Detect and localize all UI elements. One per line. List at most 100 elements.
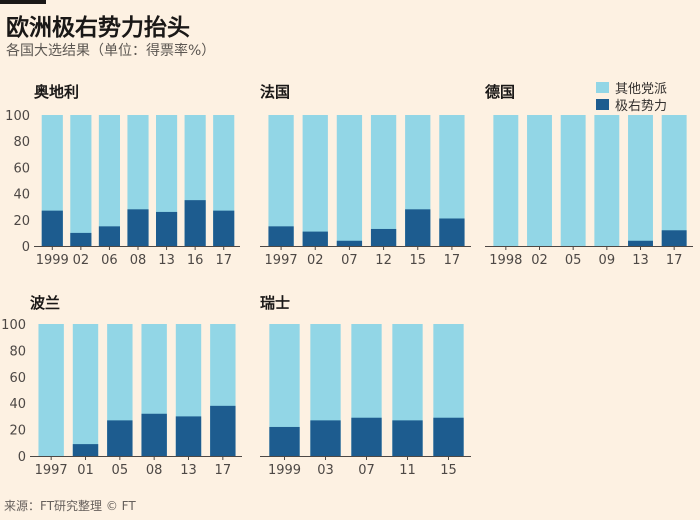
y-tick-label: 60 (9, 371, 26, 386)
bar-other-2 (336, 115, 363, 246)
legend-swatch-other (596, 82, 609, 93)
y-tick-label: 0 (18, 450, 26, 465)
bar-far-right-1 (310, 420, 341, 456)
bar-other-1 (70, 115, 92, 246)
bar-far-right-5 (184, 200, 206, 246)
x-tick-label: 17 (444, 253, 461, 268)
bar-other-4 (628, 115, 653, 246)
x-tick-label: 08 (130, 253, 147, 268)
y-tick-label: 80 (13, 135, 30, 150)
x-tick-label: 05 (112, 463, 129, 478)
page-title: 欧洲极右势力抬头 (6, 15, 190, 41)
legend-item-far-right: 极右势力 (596, 96, 668, 114)
y-tick-label: 20 (13, 214, 30, 229)
bar-far-right-3 (392, 420, 423, 456)
bar-far-right-2 (98, 226, 120, 246)
x-tick-label: 03 (317, 463, 334, 478)
bar-far-right-4 (405, 209, 431, 246)
y-tick-label: 100 (1, 318, 26, 333)
bar-other-3 (594, 115, 620, 246)
y-tick-label: 100 (5, 109, 30, 124)
bar-far-right-1 (302, 231, 328, 246)
x-tick-label: 08 (146, 463, 163, 478)
bar-far-right-0 (268, 226, 294, 246)
x-tick-label: 07 (358, 463, 375, 478)
x-tick-label: 05 (565, 253, 582, 268)
bar-other-5 (661, 115, 687, 246)
panel-4: 瑞士 1999 03 07 11 15 (260, 294, 471, 478)
x-tick-label: 11 (399, 463, 416, 478)
bar-far-right-3 (141, 413, 167, 456)
x-tick-label: 17 (215, 463, 232, 478)
x-tick-label: 13 (180, 463, 197, 478)
header-accent-bar (0, 0, 46, 4)
panel-0: 奥地利 0 20 40 60 80 100 1999 02 06 08 13 16 17 (5, 83, 240, 268)
x-tick-label: 1998 (489, 253, 522, 268)
panel-title: 奥地利 (34, 83, 79, 101)
legend-swatch-far-right (596, 99, 609, 110)
x-tick-label: 1999 (36, 253, 69, 268)
bar-far-right-4 (628, 240, 653, 246)
y-tick-label: 60 (13, 161, 30, 176)
bar-other-0 (38, 324, 64, 456)
y-tick-label: 0 (22, 240, 30, 255)
x-tick-label: 06 (101, 253, 118, 268)
source-note: 来源：FT研究整理 © FT (4, 499, 136, 513)
bar-other-3 (370, 115, 397, 246)
bar-far-right-5 (210, 405, 236, 456)
x-tick-label: 02 (307, 253, 324, 268)
panel-title: 法国 (260, 83, 290, 101)
bar-far-right-2 (336, 240, 363, 246)
bar-far-right-5 (439, 218, 465, 246)
bar-far-right-4 (156, 211, 178, 246)
panel-3: 波兰 0 20 40 60 80 100 1997 01 05 08 13 17 (1, 294, 242, 478)
bar-far-right-4 (175, 416, 202, 456)
x-tick-label: 1999 (268, 463, 301, 478)
panel-title: 德国 (485, 83, 515, 101)
bar-other-2 (560, 115, 586, 246)
bar-other-1 (302, 115, 328, 246)
x-tick-label: 13 (632, 253, 649, 268)
x-tick-label: 01 (77, 463, 94, 478)
y-tick-label: 40 (13, 188, 30, 203)
bar-far-right-4 (433, 417, 464, 456)
x-tick-label: 15 (409, 253, 426, 268)
x-tick-label: 1997 (265, 253, 298, 268)
x-tick-label: 17 (215, 253, 232, 268)
bar-other-0 (493, 115, 519, 246)
bar-far-right-6 (213, 210, 235, 246)
legend-item-other: 其他党派 (596, 79, 668, 97)
panel-1: 法国 1997 02 07 12 15 17 (260, 83, 471, 268)
x-tick-label: 16 (187, 253, 204, 268)
panel-2: 德国 1998 02 05 09 13 17 (485, 83, 693, 268)
bar-far-right-0 (41, 210, 63, 246)
y-tick-label: 80 (9, 344, 26, 359)
bar-far-right-2 (351, 417, 382, 456)
panel-title: 瑞士 (260, 294, 290, 312)
bar-far-right-5 (661, 230, 687, 246)
x-tick-label: 12 (375, 253, 392, 268)
bar-other-1 (72, 324, 99, 456)
bar-far-right-1 (72, 444, 99, 456)
y-tick-label: 40 (9, 397, 26, 412)
bar-far-right-3 (370, 228, 397, 246)
bar-far-right-0 (269, 426, 300, 456)
x-tick-label: 1997 (35, 463, 68, 478)
legend-label-far-right: 极右势力 (615, 99, 668, 114)
legend-label-other: 其他党派 (615, 82, 668, 97)
bar-far-right-2 (107, 420, 133, 456)
legend: 其他党派 极右势力 (596, 79, 668, 114)
x-tick-label: 02 (531, 253, 548, 268)
x-tick-label: 13 (158, 253, 175, 268)
bar-far-right-3 (127, 209, 149, 246)
bar-other-2 (98, 115, 120, 246)
x-tick-label: 17 (666, 253, 683, 268)
x-tick-label: 07 (341, 253, 358, 268)
panel-title: 波兰 (30, 294, 60, 312)
bar-other-0 (268, 115, 294, 246)
x-tick-label: 15 (440, 463, 457, 478)
bar-other-1 (527, 115, 552, 246)
y-tick-label: 20 (9, 424, 26, 439)
x-tick-label: 02 (73, 253, 90, 268)
